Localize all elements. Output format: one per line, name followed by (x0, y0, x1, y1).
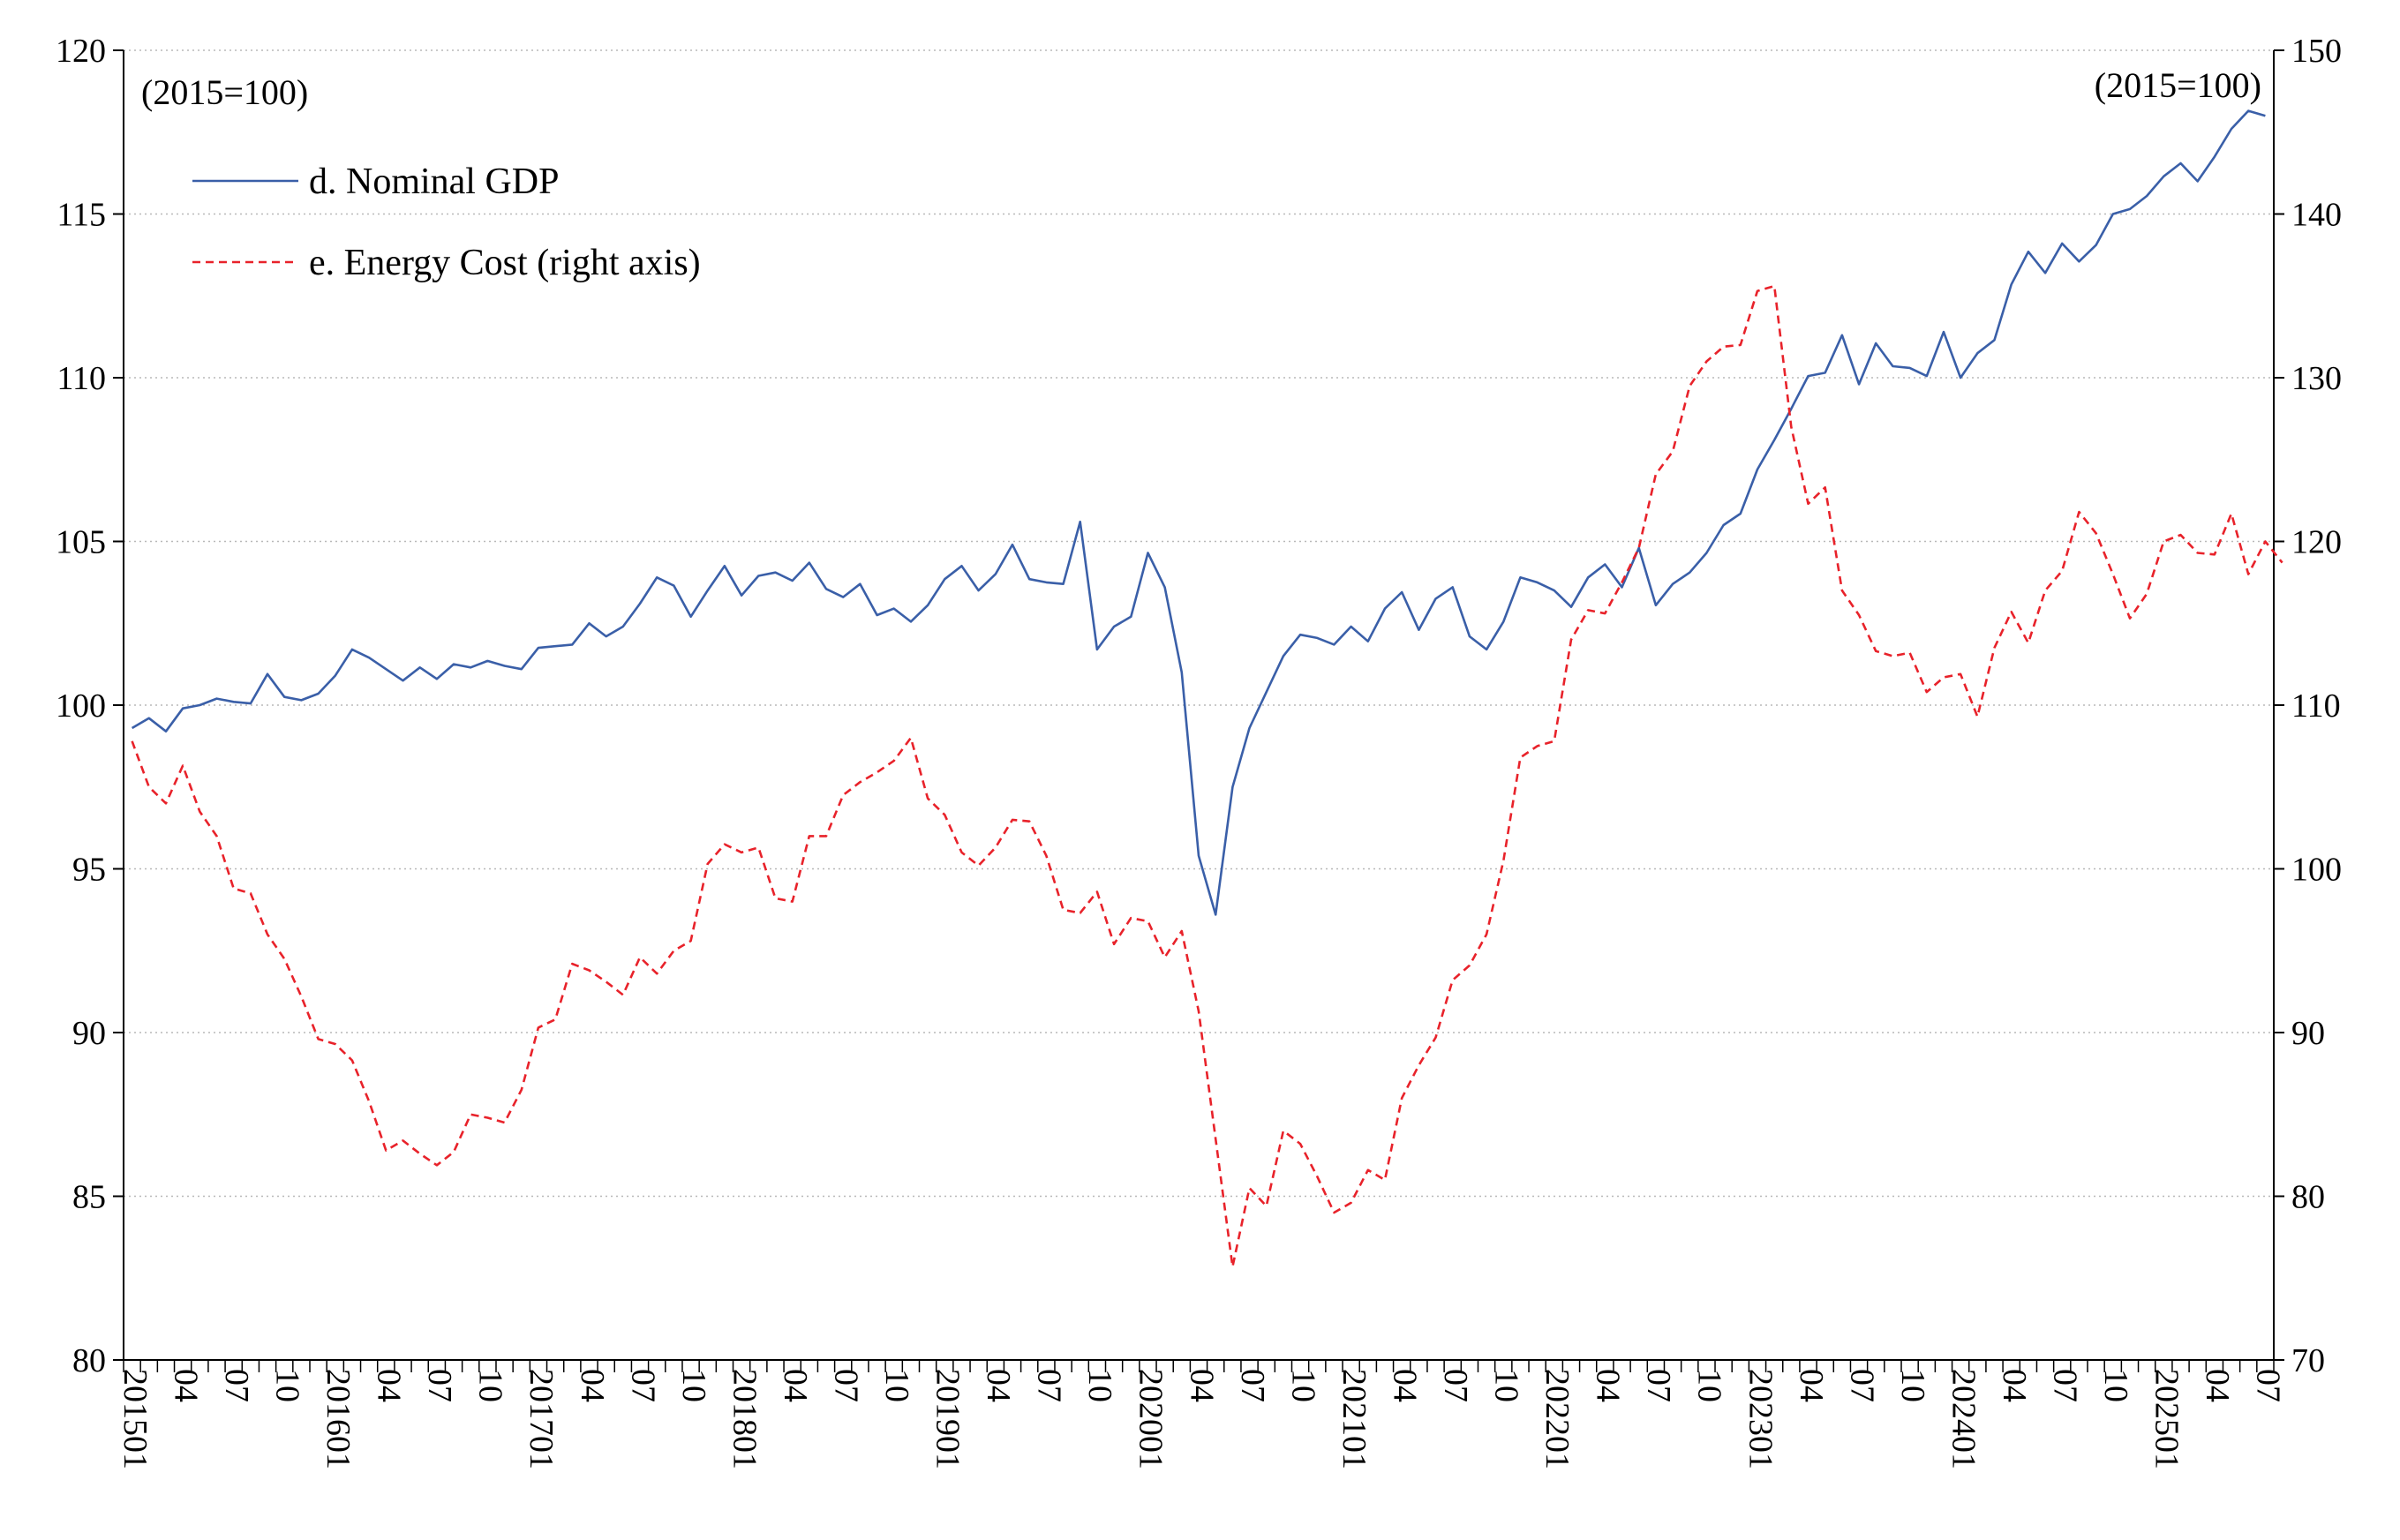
legend-label-energy-cost: e. Energy Cost (right axis) (309, 243, 701, 283)
series-line-energy-cost (131, 284, 2283, 1268)
x-tick-label: 04 (1590, 1369, 1627, 1402)
x-tick-label: 202201 (1539, 1369, 1576, 1469)
left-tick-label: 100 (56, 687, 106, 725)
x-tick-label: 201601 (320, 1369, 357, 1469)
series-line-nominal-gdp (131, 109, 2266, 916)
x-tick-label: 07 (827, 1369, 864, 1402)
left-unit-label: (2015=100) (141, 72, 308, 112)
x-tick-label: 07 (2250, 1369, 2287, 1402)
x-tick-label: 202501 (2148, 1369, 2186, 1469)
right-unit-label: (2015=100) (2095, 65, 2261, 105)
x-tick-label: 04 (574, 1369, 611, 1402)
x-tick-label: 07 (624, 1369, 661, 1402)
right-y-axis: 70 80 90 100 110 120 130 140 150 (2274, 33, 2342, 1379)
x-tick-label: 07 (1234, 1369, 1271, 1402)
gridlines (124, 49, 2274, 1198)
right-tick-label: 90 (2291, 1015, 2325, 1052)
x-tick-label: 04 (777, 1369, 814, 1402)
x-tick-label: 10 (878, 1369, 915, 1402)
right-tick-label: 150 (2291, 33, 2342, 70)
left-tick-label: 115 (56, 197, 106, 234)
x-tick-label: 10 (675, 1369, 712, 1402)
x-tick-label: 07 (1437, 1369, 1474, 1402)
left-tick-label: 120 (56, 33, 106, 70)
x-tick-label: 201901 (929, 1369, 967, 1469)
x-tick-label: 07 (421, 1369, 458, 1402)
x-tick-label: 07 (1843, 1369, 1880, 1402)
right-tick-label: 80 (2291, 1179, 2325, 1216)
x-tick-label: 07 (2047, 1369, 2084, 1402)
x-tick-label: 10 (1894, 1369, 1931, 1402)
x-tick-label: 10 (1081, 1369, 1118, 1402)
x-tick-label: 04 (980, 1369, 1017, 1402)
x-tick-label: 201801 (726, 1369, 763, 1469)
x-tick-label: 04 (1183, 1369, 1220, 1402)
x-tick-label: 202401 (1945, 1369, 1982, 1469)
x-tick-label: 04 (2199, 1369, 2236, 1402)
x-tick-label: 07 (1640, 1369, 1677, 1402)
left-tick-label: 95 (72, 852, 106, 889)
x-tick-label: 04 (371, 1369, 408, 1402)
x-tick-label: 202101 (1335, 1369, 1373, 1469)
x-tick-label: 04 (1386, 1369, 1423, 1402)
right-tick-label: 120 (2291, 524, 2342, 561)
right-tick-label: 140 (2291, 197, 2342, 234)
x-tick-label: 202301 (1742, 1369, 1779, 1469)
x-tick-label: 201701 (523, 1369, 560, 1469)
legend-label-nominal-gdp: d. Nominal GDP (309, 162, 560, 202)
left-tick-label: 110 (56, 360, 106, 397)
x-tick-label: 04 (1996, 1369, 2033, 1402)
x-tick-label: 10 (1691, 1369, 1728, 1402)
x-tick-label: 10 (2097, 1369, 2134, 1402)
series-layer (131, 109, 2283, 1268)
right-tick-label: 100 (2291, 852, 2342, 889)
x-tick-label: 07 (218, 1369, 255, 1402)
x-tick-label: 04 (1793, 1369, 1830, 1402)
x-tick-label: 202001 (1132, 1369, 1170, 1469)
x-tick-label: 10 (1488, 1369, 1525, 1402)
left-tick-label: 85 (72, 1179, 106, 1216)
x-axis: 201501 04 07 10 201601 04 07 10 201701 04 07 10 2018… (117, 1360, 2287, 1469)
legend: d. Nominal GDP e. Energy Cost (right axi… (192, 162, 701, 283)
left-tick-label: 80 (72, 1342, 106, 1379)
x-tick-label: 201501 (117, 1369, 154, 1469)
x-tick-label: 10 (472, 1369, 509, 1402)
right-tick-label: 130 (2291, 360, 2342, 397)
x-tick-label: 07 (1031, 1369, 1068, 1402)
right-tick-label: 110 (2291, 687, 2341, 725)
x-tick-label: 10 (1284, 1369, 1321, 1402)
right-tick-label: 70 (2291, 1342, 2325, 1379)
x-tick-label: 10 (269, 1369, 306, 1402)
x-tick-label: 04 (167, 1369, 204, 1402)
left-y-axis: 80 85 90 95 100 105 110 115 120 (56, 33, 124, 1379)
left-tick-label: 105 (56, 524, 106, 561)
left-tick-label: 90 (72, 1015, 106, 1052)
